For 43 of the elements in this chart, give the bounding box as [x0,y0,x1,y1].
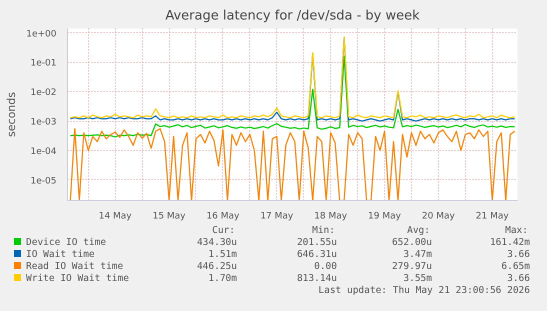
text: 646.31u [296,248,337,262]
text: 1.51m [208,248,237,262]
x-tick-label: 18 May [314,212,348,222]
text: Cur: [212,224,235,238]
text: Max: [505,224,528,238]
y-tick-label: 1e-03 [30,118,57,128]
x-tick-label: 19 May [368,212,402,222]
y-axis-title: seconds [5,92,18,137]
text: 3.66 [507,272,530,286]
text: 279.97u [392,260,432,274]
legend-label: Read IO Wait time [26,260,124,274]
y-tick-label: 1e-01 [30,58,57,69]
text: 6.65m [501,260,530,274]
x-tick-label: 14 May [98,212,132,222]
x-tick-label: 17 May [260,212,294,222]
x-tick-label: 21 May [476,212,510,222]
text: 3.55m [403,272,432,286]
text: 0.00 [314,260,337,274]
y-tick-label: 1e-05 [30,176,57,186]
text: 1.70m [208,272,237,286]
text: 3.66 [507,248,530,262]
legend-label: Device IO time [26,236,106,250]
text: 813.14u [296,272,337,286]
x-tick-label: 15 May [152,212,186,222]
text: 161.42m [490,236,530,250]
text: Avg: [407,224,430,238]
y-tick-label: 1e+00 [26,29,57,40]
line-series [70,128,516,200]
y-tick-label: 1e-02 [30,88,57,98]
text: 3.47m [403,248,432,262]
x-tick-label: 16 May [206,212,240,222]
text: Last update: Thu May 21 23:00:56 2026 [318,284,530,298]
legend-label: IO Wait time [26,248,95,262]
text: Min: [312,224,335,238]
legend-label: Write IO Wait time [26,272,129,286]
chart-title: Average latency for /dev/sda - by week [165,8,420,24]
text: 201.55u [296,236,337,250]
text: 434.30u [196,236,237,250]
x-tick-label: 20 May [422,212,456,222]
text: 446.25u [196,260,237,274]
text: 652.00u [392,236,432,250]
y-tick-label: 1e-04 [30,147,57,158]
line-series [70,56,516,138]
